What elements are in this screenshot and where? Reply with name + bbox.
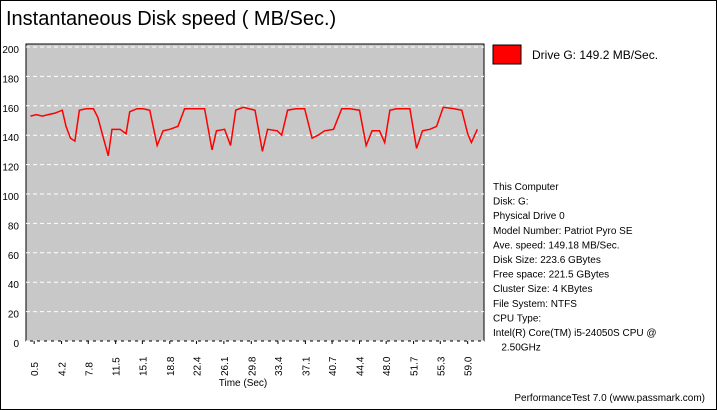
y-tick-label: 160 [2,104,19,115]
x-tick-label: 33.4 [274,356,285,376]
x-tick-label: 55.3 [436,356,447,376]
x-tick-label: 59.0 [464,356,475,376]
x-tick-label: 37.1 [301,356,312,376]
x-tick-label: 40.7 [328,356,339,376]
y-tick-label: 180 [2,74,19,85]
y-tick-label: 60 [8,251,20,262]
footer: PerformanceTest 7.0 (www.passmark.com) [514,393,705,404]
legend-label: Drive G: 149.2 MB/Sec. [532,48,658,62]
info-line: 2.50GHz [493,343,541,354]
x-tick-label: 4.2 [58,362,69,376]
info-line: CPU Type: [493,313,541,324]
info-line: This Computer [493,182,559,193]
y-tick-label: 200 [2,45,19,56]
y-tick-label: 120 [2,163,19,174]
x-tick-label: 11.5 [112,357,123,376]
info-line: Disk Size: 223.6 GBytes [493,255,601,266]
info-line: Disk: G: [493,197,529,208]
x-tick-label: 51.7 [410,356,421,376]
legend-swatch [492,44,522,65]
info-line: Ave. speed: 149.18 MB/Sec. [493,240,620,251]
info-line: File System: NTFS [493,299,577,310]
y-tick-label: 80 [8,221,20,232]
y-tick-label: 140 [2,133,19,144]
info-line: Free space: 221.5 GBytes [493,270,609,281]
y-tick-label: 100 [2,192,19,203]
plot-area [25,43,485,342]
x-tick-label: 0.5 [30,362,41,376]
x-tick-label: 15.1 [138,356,149,376]
x-tick-label: 44.4 [355,356,366,376]
x-tick-label: 26.1 [220,356,231,376]
info-line: Physical Drive 0 [493,211,565,222]
x-tick-label: 29.8 [247,356,258,376]
chart-title: Instantaneous Disk speed ( MB/Sec.) [6,8,336,30]
x-tick-label: 22.4 [192,356,203,376]
y-tick-label: 20 [8,310,20,321]
data-line [30,106,479,156]
x-tick-label: 18.8 [166,356,177,376]
x-axis-label: Time (Sec) [219,378,268,389]
y-tick-label: 40 [8,280,20,291]
info-line: Cluster Size: 4 KBytes [493,284,592,295]
y-tick-label: 0 [13,339,19,350]
info-line: Model Number: Patriot Pyro SE [493,226,633,237]
x-tick-label: 7.8 [84,362,95,376]
info-line: Intel(R) Core(TM) i5-24050S CPU @ [493,328,657,339]
x-tick-label: 48.0 [382,356,393,376]
